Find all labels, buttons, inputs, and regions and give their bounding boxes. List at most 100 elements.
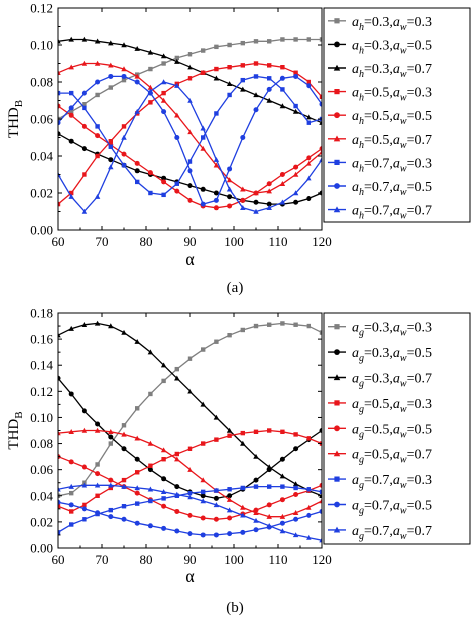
chart-panel-b: 0.00 0.02 0.04 0.06 0.08 0.10 0.12 0.14 0.16 0.18…	[6, 306, 471, 616]
data-point	[253, 323, 259, 329]
data-point	[227, 332, 232, 338]
data-point	[174, 456, 180, 462]
data-point	[293, 103, 298, 109]
data-point	[213, 190, 219, 196]
data-point	[161, 175, 167, 181]
data-point	[121, 483, 127, 489]
data-point	[306, 160, 312, 166]
legend-a2: a	[393, 38, 400, 53]
data-point	[134, 520, 140, 526]
data-point	[121, 73, 127, 79]
data-point	[267, 76, 272, 81]
data-point	[226, 81, 233, 87]
data-point	[213, 502, 220, 508]
data-point	[161, 503, 167, 509]
legend-marker	[333, 206, 341, 213]
legend-item: ah=0.5,aw=0.5	[328, 109, 432, 127]
y-tick-label: 0.10	[30, 410, 53, 425]
y-axis-label-sub: B	[13, 100, 25, 107]
data-point	[240, 40, 245, 46]
data-point	[213, 532, 219, 538]
data-point	[240, 63, 245, 68]
legend-eq1: =0.5,	[364, 86, 393, 101]
data-point	[280, 484, 285, 489]
data-point	[226, 427, 233, 433]
data-point	[292, 190, 299, 196]
legend-eq1: =0.7,	[364, 499, 393, 514]
data-point	[200, 401, 206, 407]
legend-a1: a	[352, 86, 359, 101]
data-point	[319, 146, 322, 152]
data-point	[227, 166, 233, 172]
legend-eq2: =0.3	[407, 156, 432, 171]
data-point	[121, 446, 127, 452]
data-point	[280, 321, 285, 326]
data-point	[160, 97, 167, 103]
legend-marker	[334, 400, 340, 406]
data-point	[134, 160, 140, 166]
data-point	[187, 168, 193, 174]
data-point	[227, 203, 233, 209]
data-point	[306, 120, 311, 125]
legend-sub1: g	[359, 531, 364, 542]
data-point	[81, 123, 87, 129]
data-point	[227, 493, 233, 499]
data-point	[174, 491, 180, 497]
data-point	[187, 197, 193, 203]
legend-a2: a	[393, 86, 400, 101]
data-point	[306, 534, 312, 540]
legend-a1: a	[352, 372, 359, 387]
legend-eq1: =0.3,	[364, 15, 393, 30]
legend-sub1: h	[359, 140, 364, 151]
y-axis-label: THDB	[6, 100, 25, 138]
data-point	[214, 437, 219, 442]
legend-item: ag=0.7,aw=0.7	[328, 524, 432, 542]
data-point	[213, 197, 219, 203]
data-point	[293, 516, 299, 522]
data-point	[292, 171, 299, 177]
data-point	[306, 512, 312, 518]
data-point	[267, 63, 272, 68]
data-point	[240, 440, 246, 446]
data-point	[174, 55, 179, 61]
data-point	[253, 92, 259, 98]
data-point	[240, 529, 246, 535]
data-point	[174, 484, 180, 490]
data-point	[306, 155, 312, 161]
data-point	[108, 482, 114, 488]
legend-sub1: h	[359, 45, 364, 56]
data-point	[187, 183, 193, 189]
y-axis-label-main: THD	[6, 107, 22, 138]
data-point	[253, 527, 259, 533]
data-point	[200, 515, 206, 521]
data-point	[148, 100, 153, 105]
legend-label: ah=0.7,aw=0.7	[352, 204, 432, 222]
data-point	[58, 504, 61, 509]
data-point	[81, 427, 88, 433]
data-point	[293, 446, 299, 452]
data-point	[279, 103, 286, 109]
data-point	[253, 107, 259, 113]
data-point	[213, 516, 219, 522]
legend-eq2: =0.5	[407, 109, 432, 124]
data-point	[279, 181, 286, 186]
data-point	[134, 485, 140, 491]
legend-eq2: =0.3	[407, 321, 432, 336]
data-point	[279, 528, 286, 534]
legend-a1: a	[352, 473, 359, 488]
legend-eq1: =0.7,	[364, 524, 393, 539]
legend-a2: a	[393, 180, 400, 195]
data-point	[148, 190, 153, 196]
legend-a1: a	[352, 156, 359, 171]
legend-marker	[333, 526, 341, 533]
data-point	[148, 66, 153, 72]
legend-marker	[334, 425, 340, 432]
legend-item: ag=0.3,aw=0.5	[328, 346, 432, 364]
data-point	[69, 490, 74, 496]
legend-eq1: =0.3,	[364, 62, 393, 77]
data-point	[147, 84, 154, 90]
data-point	[81, 322, 88, 327]
data-point	[200, 477, 206, 483]
data-point	[58, 120, 61, 126]
data-point	[280, 37, 285, 42]
